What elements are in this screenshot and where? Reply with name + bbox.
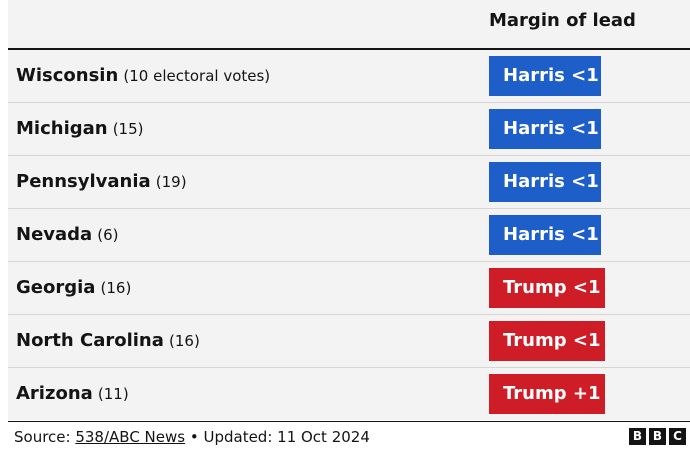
header-divider <box>8 48 690 50</box>
electoral-votes: (16) <box>169 332 200 350</box>
state-cell: Pennsylvania (19) <box>16 156 187 208</box>
state-name: Pennsylvania <box>16 171 151 192</box>
electoral-votes: (11) <box>97 385 129 403</box>
table-row: Arizona (11) Trump +1 <box>8 368 690 421</box>
lead-badge: Trump <1 <box>489 321 605 361</box>
footer-divider <box>8 421 690 422</box>
state-cell: Wisconsin (10 electoral votes) <box>16 50 270 102</box>
lead-badge: Trump +1 <box>489 374 605 414</box>
table-row: Michigan (15) Harris <1 <box>8 103 690 156</box>
electoral-votes: (10 electoral votes) <box>123 67 271 85</box>
column-header: Margin of lead <box>489 10 636 31</box>
state-name: Wisconsin <box>16 65 119 86</box>
electoral-votes: (19) <box>155 173 187 191</box>
lead-badge: Harris <1 <box>489 215 601 255</box>
logo-letter-3: C <box>669 428 686 445</box>
state-cell: Michigan (15) <box>16 103 143 155</box>
table-row: Nevada (6) Harris <1 <box>8 209 690 262</box>
bbc-logo: B B C <box>629 428 686 445</box>
source-link[interactable]: 538/ABC News <box>75 428 186 446</box>
source-prefix: Source: <box>14 428 76 446</box>
state-name: Georgia <box>16 277 96 298</box>
state-cell: North Carolina (16) <box>16 315 200 367</box>
state-name: North Carolina <box>16 330 164 351</box>
lead-badge: Harris <1 <box>489 109 601 149</box>
electoral-votes: (15) <box>112 120 144 138</box>
lead-badge: Harris <1 <box>489 56 601 96</box>
updated-text: • Updated: 11 Oct 2024 <box>185 428 370 446</box>
lead-badge: Harris <1 <box>489 162 601 202</box>
state-name: Nevada <box>16 224 93 245</box>
logo-letter-2: B <box>649 428 666 445</box>
table-row: Georgia (16) Trump <1 <box>8 262 690 315</box>
state-cell: Arizona (11) <box>16 368 129 420</box>
table-row: Wisconsin (10 electoral votes) Harris <1 <box>8 50 690 103</box>
lead-badge: Trump <1 <box>489 268 605 308</box>
electoral-votes: (6) <box>97 226 119 244</box>
state-name: Michigan <box>16 118 108 139</box>
logo-letter-1: B <box>629 428 646 445</box>
table-row: Pennsylvania (19) Harris <1 <box>8 156 690 209</box>
state-cell: Georgia (16) <box>16 262 131 314</box>
electoral-votes: (16) <box>100 279 132 297</box>
state-cell: Nevada (6) <box>16 209 119 261</box>
source-footer: Source: 538/ABC News • Updated: 11 Oct 2… <box>14 428 370 446</box>
table-row: North Carolina (16) Trump <1 <box>8 315 690 368</box>
state-name: Arizona <box>16 383 93 404</box>
